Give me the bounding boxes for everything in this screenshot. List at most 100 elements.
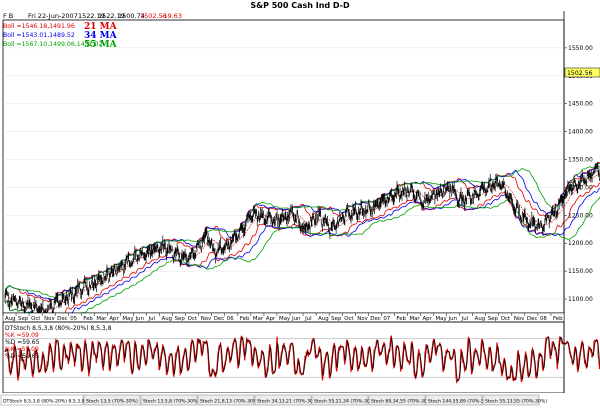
price-bars <box>4 162 600 319</box>
date-tick-label: Oct <box>501 316 510 322</box>
date-tick-label: Aug <box>318 316 329 322</box>
indicator-tab-label: Stoch 89,34,55 (70%-30%) <box>371 399 433 405</box>
header-low: 1500.74 <box>118 12 145 20</box>
legend-ma-55: 55 MA <box>84 40 118 50</box>
header-prefix: F B <box>3 12 13 20</box>
indicator-tab[interactable] <box>482 394 540 406</box>
date-tick-label: Jul <box>461 316 469 322</box>
legend-label-34: Boll =1543.01,1489.52 <box>3 32 75 39</box>
stoch-k-label-1: %K =59.09 <box>5 332 39 339</box>
price-tick-label: 1200.00 <box>568 240 593 247</box>
date-tick-label: 05 <box>70 316 77 322</box>
indicator-tab-label: Stoch 55,13,55 (70%-30%) <box>485 399 547 405</box>
date-tick-label: Mar <box>96 316 107 322</box>
indicator-tab[interactable] <box>0 394 84 406</box>
date-tick-label: Apr <box>422 316 432 322</box>
indicator-tab-label: Stoch 144,55,89 (70%-30%) <box>428 399 493 405</box>
price-tick-label: 1400.00 <box>568 129 593 136</box>
header-change: -19.63 <box>161 12 182 20</box>
price-tick-label: 1450.00 <box>568 101 593 108</box>
indicator-tab[interactable] <box>368 394 426 406</box>
date-tick-label: Apr <box>109 316 119 322</box>
date-tick-label: Sep <box>18 316 29 322</box>
price-tick-label: 1250.00 <box>568 212 593 219</box>
indicator-tab[interactable] <box>425 394 483 406</box>
stoch-levels <box>3 338 564 378</box>
indicator-tab-label: Stoch 34,13,21 (70%-30%) <box>257 399 319 405</box>
date-tick-label: Oct <box>344 316 353 322</box>
date-tick-label: May <box>436 316 448 322</box>
date-tick-label: Nov <box>357 316 368 322</box>
date-tick-label: Apr <box>266 316 276 322</box>
header-date: Fri 22-Jun-2007 <box>28 12 78 20</box>
date-tick-label: 08 <box>540 316 547 322</box>
date-tick-label: Feb <box>240 316 250 322</box>
date-tick-label: Mar <box>253 316 264 322</box>
stoch-k-label-2: %K =59.09 <box>5 346 39 353</box>
stoch-lines <box>4 335 600 384</box>
date-tick-label: 06 <box>227 316 234 322</box>
date-tick-label: Jun <box>448 316 457 322</box>
date-tick-label: Aug <box>5 316 16 322</box>
stoch-title: DTStoch 8,5,3,8 (80%-20%) 8,5,3,8 <box>5 325 112 332</box>
band-lower-55 <box>4 196 600 320</box>
band-upper-55 <box>4 162 600 298</box>
date-tick-label: May <box>279 316 291 322</box>
date-tick-label: Oct <box>188 316 197 322</box>
date-tick-label: Dec <box>527 316 537 322</box>
indicator-tab[interactable] <box>140 394 198 406</box>
date-tick-label: Nov <box>44 316 55 322</box>
date-tick-label: Sep <box>175 316 186 322</box>
date-tick-label: Sep <box>488 316 499 322</box>
header-close: 1502.56 <box>140 12 167 20</box>
date-tick-label: Aug <box>162 316 173 322</box>
date-tick-label: Nov <box>201 316 212 322</box>
date-tick-label: Feb <box>83 316 93 322</box>
header-open: 1522.19 <box>78 12 105 20</box>
header-bar <box>0 0 600 11</box>
legend-label-55: Boll =1567.10,1499.06,1431.02 <box>3 41 102 48</box>
stoch-d-line <box>4 336 600 382</box>
date-axis-labels: Aug Sep Oct Nov Dec 05 Feb Mar Apr May Jun Jul Aug Se… <box>2 313 563 322</box>
date-tick-label: Jul <box>148 316 156 322</box>
date-tick-label: Dec <box>214 316 224 322</box>
indicator-tab-label: Stoch 13,5,8 (70%-30%) <box>143 399 199 405</box>
price-tick-label: 1100.00 <box>568 296 593 303</box>
indicator-tab[interactable] <box>83 394 141 406</box>
date-tick-label: Dec <box>57 316 67 322</box>
chart-title: S&P 500 Cash Ind D-D <box>250 1 350 10</box>
indicator-tab-label: DTStoch 8,5,3,8 (80%-20%) 8,5,3,8 <box>3 399 85 405</box>
indicator-tab-label: Stoch 55,21,34 (70%-30%) <box>314 399 376 405</box>
price-tick-label: 1350.00 <box>568 157 593 164</box>
indicator-tab-label: Stoch 13,5 (70%-30%) <box>86 399 138 405</box>
legend-label-21: Boll =1546.18,1491.96 <box>3 23 75 30</box>
indicator-tab[interactable] <box>254 394 312 406</box>
header-high: 1522.19 <box>98 12 125 20</box>
last-price-box <box>564 67 600 78</box>
date-tick-label: 07 <box>383 316 390 322</box>
indicator-tab[interactable] <box>311 394 369 406</box>
legend-ma-34: 34 MA <box>84 31 118 41</box>
date-tick-label: Jul <box>304 316 312 322</box>
date-tick-label: Dec <box>370 316 380 322</box>
price-tick-label: 1150.00 <box>568 268 593 275</box>
band-lower-34 <box>4 187 600 321</box>
date-tick-label: Sep <box>331 316 342 322</box>
price-tick-label: 1550.00 <box>568 45 593 52</box>
date-tick-label: Aug <box>475 316 486 322</box>
date-tick-label: Feb <box>396 316 406 322</box>
last-price-label: 1502.56 <box>567 70 593 77</box>
indicator-tab[interactable] <box>197 394 255 406</box>
date-tick-label: Nov <box>514 316 525 322</box>
stoch-d-label-1: %D =59.65 <box>5 339 40 346</box>
band-lower-21 <box>4 182 600 320</box>
indicator-tab-label: Stoch 21,8,13 (70%-30%) <box>200 399 259 405</box>
date-tick-label: Mar <box>409 316 420 322</box>
date-tick-label: Jun <box>291 316 300 322</box>
date-tick-label: Feb <box>553 316 563 322</box>
tab-group: DTStoch 8,5,3,8 (80%-20%) 8,5,3,8 Stoch 1… <box>0 394 547 406</box>
date-tick-label: May <box>122 316 134 322</box>
stoch-k-line <box>4 335 600 384</box>
